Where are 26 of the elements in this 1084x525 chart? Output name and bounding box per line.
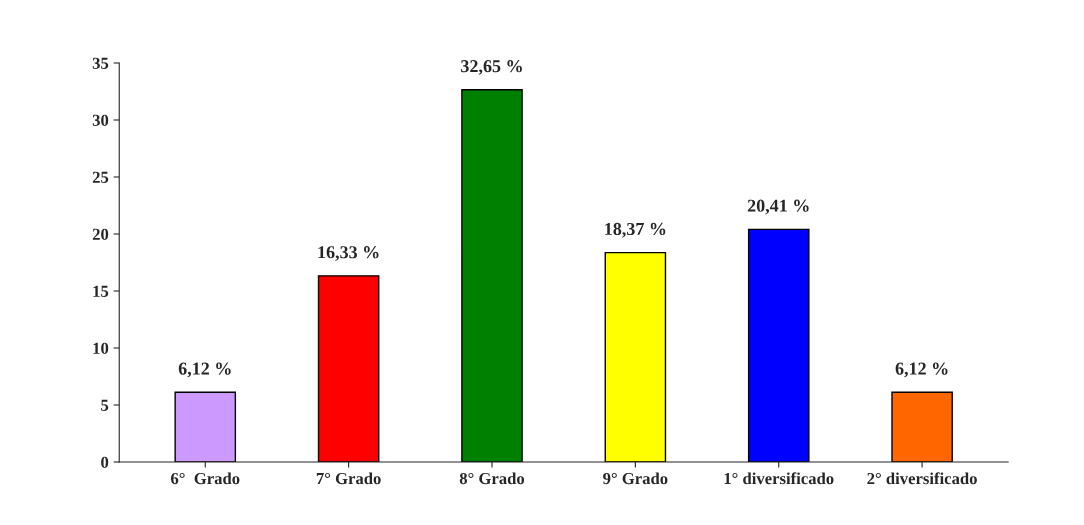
y-tick-label: 10 xyxy=(93,342,109,354)
bar xyxy=(174,391,237,462)
x-tick-label: 2° diversificado xyxy=(867,472,977,485)
data-label: 16,33 % xyxy=(318,246,379,261)
y-tick-label: 25 xyxy=(92,171,109,183)
y-tick-label: 20 xyxy=(92,228,109,240)
x-tick-label: 7° Grado xyxy=(316,472,381,485)
x-tick-label: 1° diversificado xyxy=(724,472,834,485)
y-tick-label: 0 xyxy=(101,456,109,468)
y-tick-label: 30 xyxy=(92,114,109,126)
data-label: 6,12 % xyxy=(895,362,948,378)
bar xyxy=(891,391,953,462)
data-label: 18,37 % xyxy=(605,222,666,238)
y-tick-label: 5 xyxy=(101,399,109,411)
data-label: 32,65 % xyxy=(461,60,522,75)
y-tick-label: 15 xyxy=(93,285,109,297)
bar xyxy=(747,228,810,462)
x-tick-label: 9° Grado xyxy=(603,472,668,485)
x-tick-label: 6° Grado xyxy=(171,472,240,485)
bar xyxy=(461,89,523,462)
x-tick-label: 8° Grado xyxy=(459,472,525,485)
bar xyxy=(604,251,667,462)
data-label: 6,12 % xyxy=(178,362,231,378)
bar xyxy=(317,275,380,462)
y-tick-label: 35 xyxy=(92,57,109,69)
data-label: 20,41 % xyxy=(747,199,809,215)
